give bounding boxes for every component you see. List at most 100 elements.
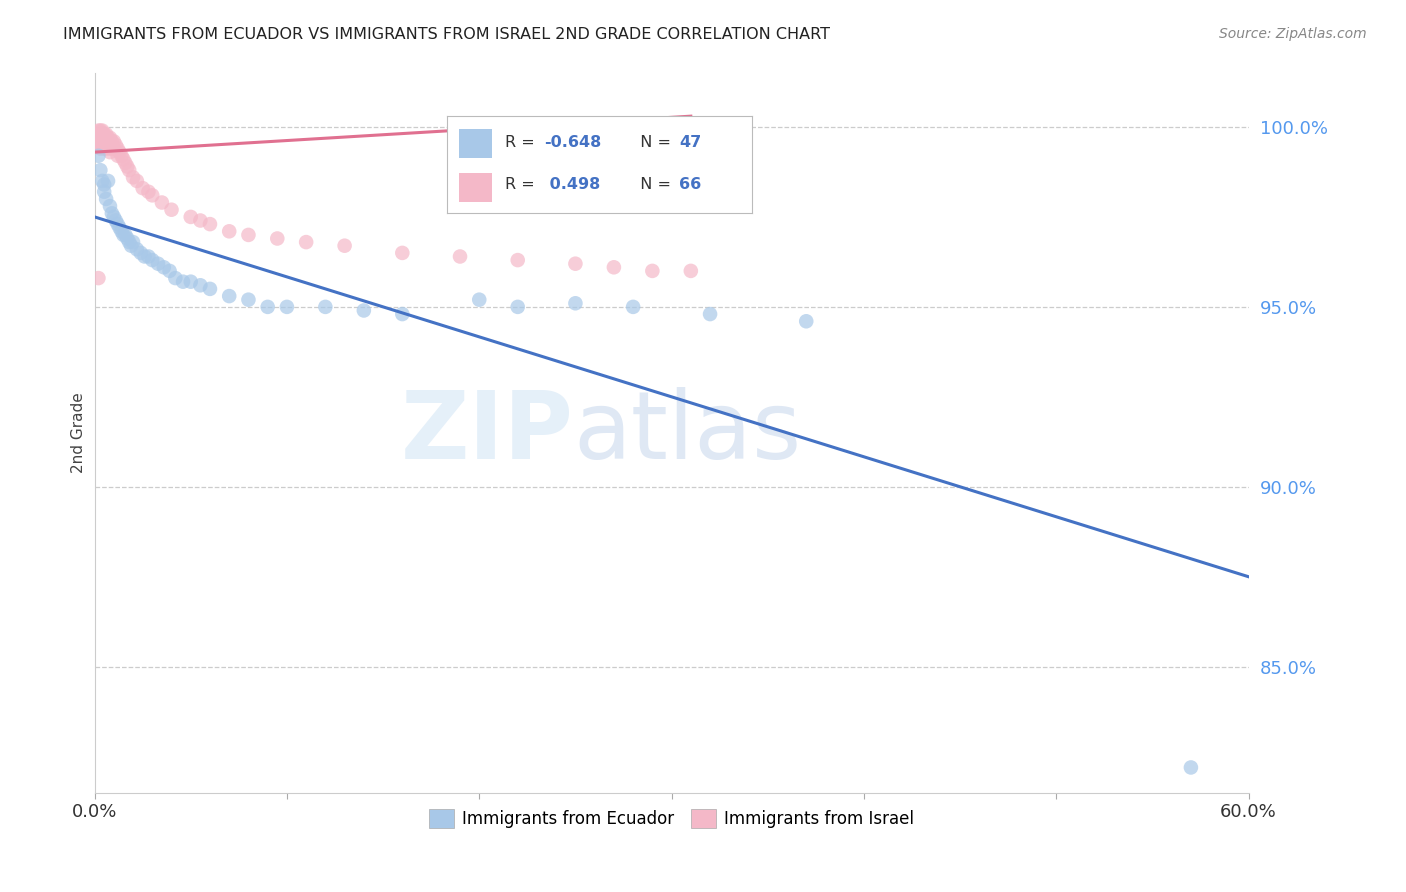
Point	[621, 300, 644, 314]
Point	[218, 224, 240, 238]
Point	[468, 293, 491, 307]
Point	[97, 142, 120, 156]
Point	[101, 134, 124, 148]
Point	[97, 130, 120, 145]
Point	[125, 242, 148, 256]
Point	[391, 246, 413, 260]
Point	[160, 202, 183, 217]
Point	[110, 149, 132, 163]
Point	[93, 185, 115, 199]
Point	[564, 296, 586, 310]
Point	[159, 264, 181, 278]
Point	[117, 160, 139, 174]
Point	[295, 235, 318, 249]
Point	[391, 307, 413, 321]
Point	[238, 293, 260, 307]
Point	[86, 130, 108, 145]
Point	[314, 300, 336, 314]
Point	[93, 142, 115, 156]
Point	[564, 257, 586, 271]
Point	[603, 260, 626, 275]
Point	[104, 137, 127, 152]
Point	[449, 250, 471, 264]
Point	[118, 235, 141, 249]
Point	[333, 238, 356, 252]
Point	[98, 199, 121, 213]
Point	[87, 137, 110, 152]
Point	[108, 220, 131, 235]
Point	[89, 163, 111, 178]
Point	[89, 127, 111, 141]
Point	[93, 130, 115, 145]
Point	[87, 271, 110, 285]
Point	[104, 213, 127, 227]
Point	[141, 188, 163, 202]
Point	[89, 123, 111, 137]
Point	[353, 303, 375, 318]
Point	[107, 142, 129, 156]
Point	[87, 130, 110, 145]
Point	[103, 210, 125, 224]
Point	[107, 149, 129, 163]
Point	[114, 227, 136, 242]
Point	[110, 224, 132, 238]
Text: Source: ZipAtlas.com: Source: ZipAtlas.com	[1219, 27, 1367, 41]
Point	[91, 174, 114, 188]
Point	[87, 123, 110, 137]
Point	[125, 174, 148, 188]
Point	[134, 250, 156, 264]
Point	[679, 264, 702, 278]
Point	[699, 307, 721, 321]
Point	[98, 137, 121, 152]
Text: ZIP: ZIP	[401, 387, 574, 479]
Point	[266, 231, 288, 245]
Point	[114, 156, 136, 170]
Point	[180, 210, 202, 224]
Point	[93, 134, 115, 148]
Point	[91, 123, 114, 137]
Point	[131, 181, 153, 195]
Point	[117, 231, 139, 245]
Point	[97, 174, 120, 188]
Point	[198, 217, 221, 231]
Point	[180, 275, 202, 289]
Point	[87, 134, 110, 148]
Point	[94, 192, 117, 206]
Point	[118, 163, 141, 178]
Point	[506, 253, 529, 268]
Point	[794, 314, 817, 328]
Point	[101, 142, 124, 156]
Point	[87, 149, 110, 163]
Point	[218, 289, 240, 303]
Point	[122, 170, 145, 185]
Point	[98, 145, 121, 160]
Point	[89, 134, 111, 148]
Point	[150, 195, 173, 210]
Point	[112, 153, 135, 167]
Point	[103, 142, 125, 156]
Point	[103, 134, 125, 148]
Point	[107, 217, 129, 231]
Point	[120, 238, 142, 252]
Point	[91, 137, 114, 152]
Point	[129, 246, 152, 260]
Point	[141, 253, 163, 268]
Point	[89, 130, 111, 145]
Point	[165, 271, 187, 285]
Point	[89, 142, 111, 156]
Point	[506, 300, 529, 314]
Text: IMMIGRANTS FROM ECUADOR VS IMMIGRANTS FROM ISRAEL 2ND GRADE CORRELATION CHART: IMMIGRANTS FROM ECUADOR VS IMMIGRANTS FR…	[63, 27, 831, 42]
Point	[190, 213, 212, 227]
Point	[93, 127, 115, 141]
Point	[146, 257, 169, 271]
Point	[108, 145, 131, 160]
Y-axis label: 2nd Grade: 2nd Grade	[72, 392, 86, 473]
Point	[198, 282, 221, 296]
Point	[641, 264, 664, 278]
Point	[138, 250, 160, 264]
Point	[122, 235, 145, 249]
Point	[91, 130, 114, 145]
Point	[190, 278, 212, 293]
Point	[112, 227, 135, 242]
Text: atlas: atlas	[574, 387, 801, 479]
